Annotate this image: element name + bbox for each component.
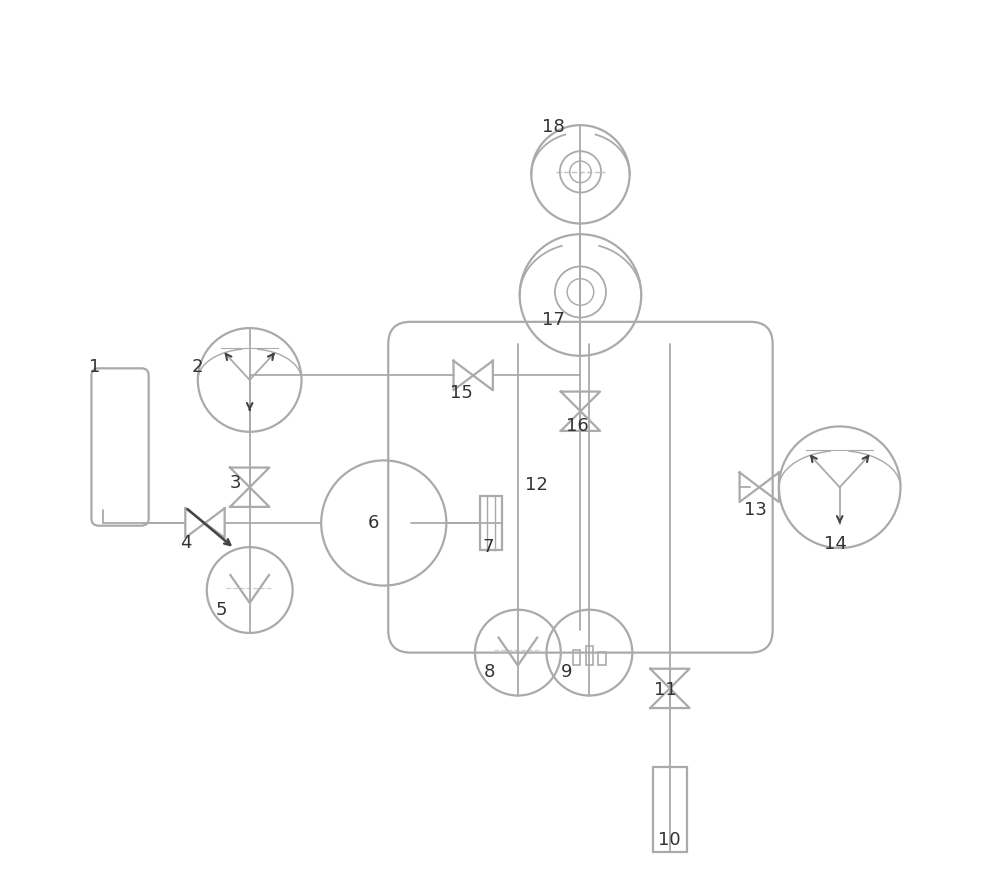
- Text: 11: 11: [654, 681, 677, 699]
- Text: 5: 5: [216, 601, 227, 619]
- Text: 17: 17: [542, 311, 565, 329]
- Text: 6: 6: [368, 514, 379, 532]
- Bar: [480, 496, 502, 550]
- Text: 10: 10: [658, 831, 681, 849]
- Text: 3: 3: [230, 474, 242, 492]
- Text: 14: 14: [824, 535, 847, 552]
- Text: 8: 8: [484, 663, 495, 681]
- Text: 12: 12: [525, 476, 548, 493]
- Bar: [586, 646, 593, 665]
- Text: 13: 13: [744, 501, 767, 519]
- Text: 1: 1: [89, 358, 100, 375]
- Text: 9: 9: [561, 663, 572, 681]
- Text: 7: 7: [482, 538, 494, 556]
- Text: 18: 18: [542, 118, 565, 136]
- Text: 4: 4: [180, 534, 191, 552]
- Bar: [598, 652, 606, 665]
- Text: 15: 15: [450, 384, 473, 402]
- Text: 2: 2: [192, 358, 203, 375]
- Bar: [653, 766, 687, 851]
- Text: 16: 16: [566, 417, 589, 435]
- Bar: [573, 651, 580, 665]
